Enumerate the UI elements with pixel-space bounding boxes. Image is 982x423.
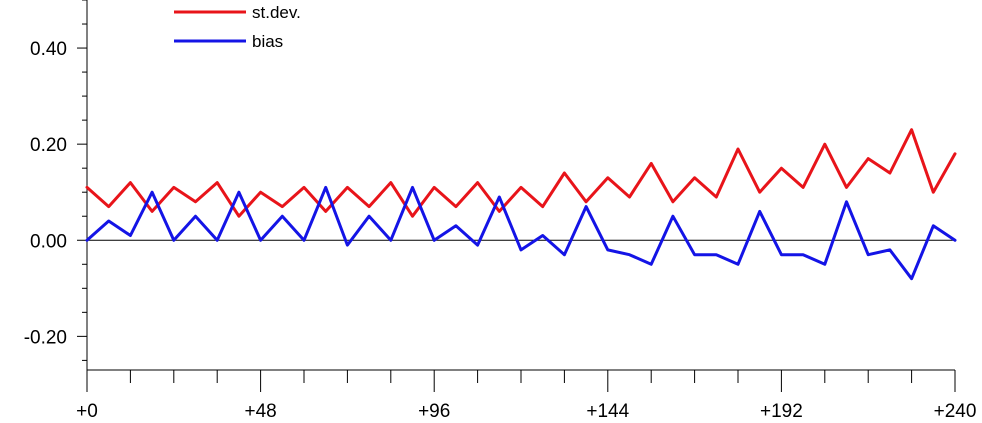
x-tick-label: +0	[76, 401, 98, 422]
y-tick-label: 0.20	[30, 135, 67, 156]
series-lines	[85, 128, 957, 281]
series-line-bias	[85, 185, 957, 281]
y-axis-ticks: 0.40 0.20 0.00 -0.20	[24, 0, 87, 361]
x-tick-label: +192	[760, 401, 803, 422]
x-tick-label: +144	[586, 401, 629, 422]
legend-label: st.dev.	[252, 3, 301, 22]
y-tick-label: -0.20	[24, 327, 67, 348]
x-tick-label: +48	[244, 401, 276, 422]
legend: st.dev. bias	[174, 3, 301, 51]
x-axis-ticks: +0 +48 +96 +144 +192 +240	[76, 370, 976, 422]
series-line-st-dev-	[85, 128, 957, 218]
y-tick-label: 0.00	[30, 231, 67, 252]
legend-label: bias	[252, 32, 283, 51]
y-tick-label: 0.40	[30, 39, 67, 60]
x-tick-label: +96	[418, 401, 450, 422]
x-tick-label: +240	[934, 401, 977, 422]
